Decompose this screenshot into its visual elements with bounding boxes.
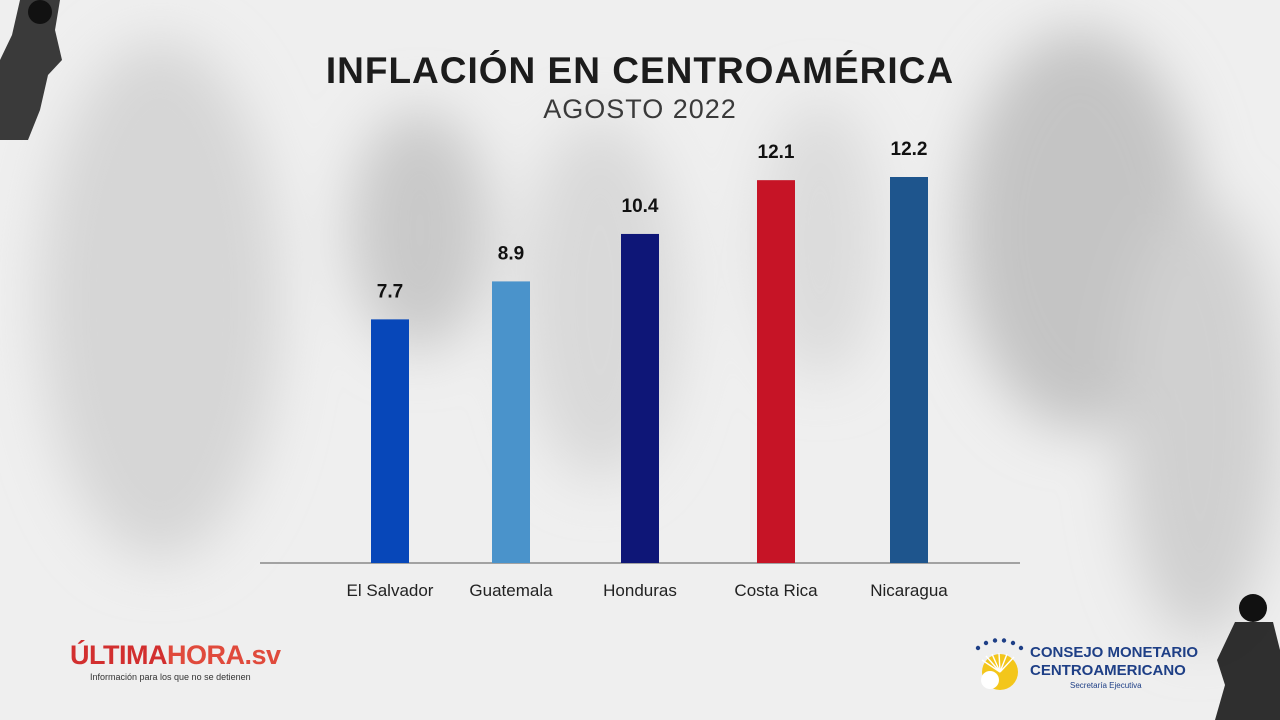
cmca-logo: CONSEJO MONETARIO CENTROAMERICANO Secret… xyxy=(972,638,1212,694)
cmca-line3: Secretaría Ejecutiva xyxy=(1070,681,1142,690)
x-tick-label: El Salvador xyxy=(347,581,434,600)
cmca-line1: CONSEJO MONETARIO xyxy=(1030,644,1199,661)
data-label: 12.1 xyxy=(758,142,795,163)
x-tick-label: Nicaragua xyxy=(870,581,948,600)
bar-el-salvador xyxy=(371,319,409,563)
x-tick-label: Honduras xyxy=(603,581,677,600)
bar-honduras xyxy=(621,233,659,564)
data-label: 12.2 xyxy=(891,139,928,160)
chart-subtitle: AGOSTO 2022 xyxy=(543,94,737,124)
logo-part-sv: .sv xyxy=(244,640,281,670)
data-label: 7.7 xyxy=(377,281,403,302)
silhouette-bottomright-decoration xyxy=(1215,594,1280,720)
data-label: 10.4 xyxy=(622,196,659,217)
silhouette-topleft-decoration xyxy=(0,0,62,140)
cmca-sun-icon xyxy=(975,638,1024,690)
chart-title: INFLACIÓN EN CENTROAMÉRICA xyxy=(325,50,955,91)
data-label: 8.9 xyxy=(498,243,524,264)
bar-costa-rica xyxy=(757,180,795,563)
bar-nicaragua xyxy=(890,177,928,563)
logo-tagline: Información para los que no se detienen xyxy=(90,672,251,682)
bar-guatemala xyxy=(492,281,530,563)
cmca-line2: CENTROAMERICANO xyxy=(1030,662,1186,679)
x-tick-label: Costa Rica xyxy=(734,581,818,600)
x-tick-label: Guatemala xyxy=(469,581,553,600)
logo-part-hora: HORA xyxy=(166,640,245,670)
logo-part-ultima: ÚLTIMA xyxy=(70,640,167,670)
ultimahora-logo: ÚLTIMAHORA.sv Información para los que n… xyxy=(70,640,290,690)
